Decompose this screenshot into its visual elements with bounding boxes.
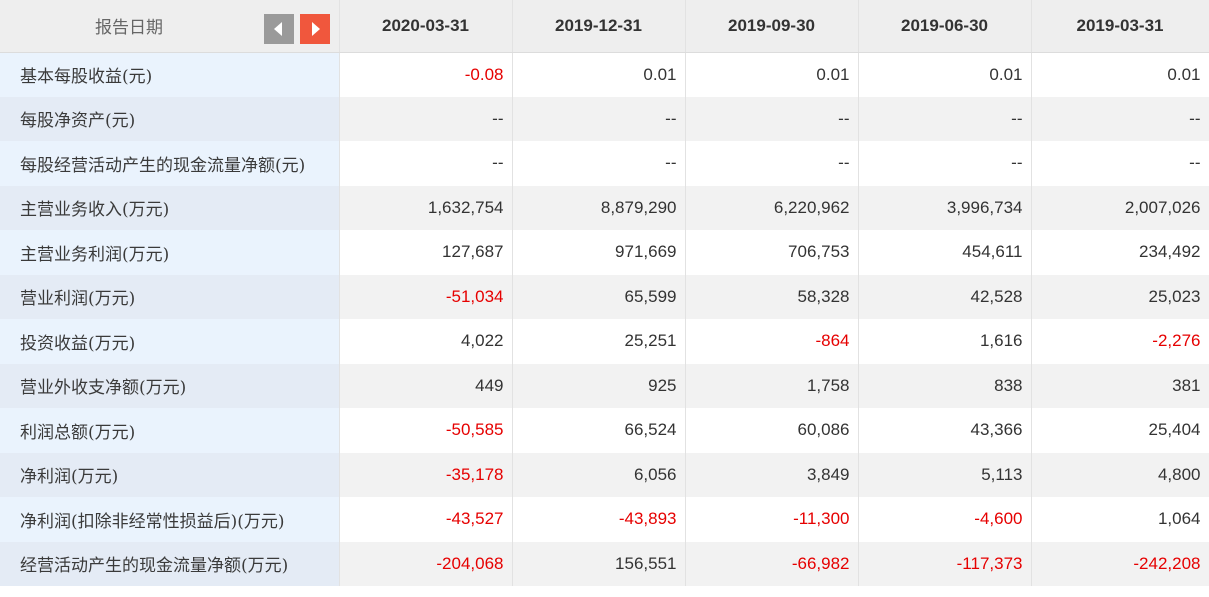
report-date-header: 报告日期 — [0, 0, 340, 53]
row-label: 净利润(扣除非经常性损益后)(万元) — [0, 497, 340, 542]
row-label: 主营业务利润(万元) — [0, 230, 340, 275]
header-row: 报告日期 2020-03-31 2019-12-31 2019-09-30 20… — [0, 0, 1209, 53]
value-cell: 6,056 — [512, 452, 686, 497]
value-cell: 1,064 — [1031, 497, 1209, 542]
value-cell: 838 — [858, 363, 1032, 408]
row-label: 营业外收支净额(万元) — [0, 363, 340, 408]
table-row: 投资收益(万元) 4,022 25,251 -864 1,616 -2,276 — [0, 319, 1209, 364]
value-cell: -35,178 — [339, 452, 513, 497]
date-column-header: 2019-09-30 — [685, 0, 859, 53]
value-cell: 25,404 — [1031, 408, 1209, 453]
value-cell: -43,893 — [512, 497, 686, 542]
value-cell: 454,611 — [858, 230, 1032, 275]
value-cell: -117,373 — [858, 541, 1032, 586]
value-cell: 8,879,290 — [512, 185, 686, 230]
value-cell: -- — [512, 141, 686, 186]
date-column-header: 2019-03-31 — [1031, 0, 1209, 53]
value-cell: 25,251 — [512, 319, 686, 364]
value-cell: 1,632,754 — [339, 185, 513, 230]
table-bottom-edge — [0, 586, 1209, 597]
table-row: 基本每股收益(元) -0.08 0.01 0.01 0.01 0.01 — [0, 52, 1209, 97]
row-label: 利润总额(万元) — [0, 408, 340, 453]
table-row: 每股经营活动产生的现金流量净额(元) -- -- -- -- -- — [0, 141, 1209, 186]
date-column-header: 2019-12-31 — [512, 0, 686, 53]
value-cell: -- — [858, 141, 1032, 186]
table-row: 营业外收支净额(万元) 449 925 1,758 838 381 — [0, 363, 1209, 408]
value-cell: -- — [1031, 141, 1209, 186]
value-cell: 127,687 — [339, 230, 513, 275]
value-cell: 43,366 — [858, 408, 1032, 453]
value-cell: 25,023 — [1031, 274, 1209, 319]
value-cell: 0.01 — [1031, 52, 1209, 97]
value-cell: 3,849 — [685, 452, 859, 497]
value-cell: -- — [1031, 96, 1209, 141]
value-cell: 1,616 — [858, 319, 1032, 364]
value-cell: 925 — [512, 363, 686, 408]
value-cell: -242,208 — [1031, 541, 1209, 586]
table-row: 营业利润(万元) -51,034 65,599 58,328 42,528 25,023 — [0, 274, 1209, 319]
value-cell: 0.01 — [858, 52, 1032, 97]
table-row: 每股净资产(元) -- -- -- -- -- — [0, 96, 1209, 141]
value-cell: -- — [512, 96, 686, 141]
value-cell: -0.08 — [339, 52, 513, 97]
report-date-label: 报告日期 — [95, 18, 163, 38]
table-row: 主营业务利润(万元) 127,687 971,669 706,753 454,611 23… — [0, 230, 1209, 275]
value-cell: 234,492 — [1031, 230, 1209, 275]
value-cell: 4,800 — [1031, 452, 1209, 497]
row-label: 营业利润(万元) — [0, 274, 340, 319]
row-label: 经营活动产生的现金流量净额(万元) — [0, 541, 340, 586]
value-cell: -- — [858, 96, 1032, 141]
value-cell: -204,068 — [339, 541, 513, 586]
value-cell: 2,007,026 — [1031, 185, 1209, 230]
table-row: 净利润(万元) -35,178 6,056 3,849 5,113 4,800 — [0, 452, 1209, 497]
value-cell: -43,527 — [339, 497, 513, 542]
value-cell: 449 — [339, 363, 513, 408]
value-cell: 5,113 — [858, 452, 1032, 497]
value-cell: -- — [685, 96, 859, 141]
value-cell: 706,753 — [685, 230, 859, 275]
row-label: 净利润(万元) — [0, 452, 340, 497]
value-cell: -- — [685, 141, 859, 186]
value-cell: 0.01 — [512, 52, 686, 97]
row-label: 投资收益(万元) — [0, 319, 340, 364]
date-column-header: 2020-03-31 — [339, 0, 513, 53]
value-cell: -2,276 — [1031, 319, 1209, 364]
table-row: 经营活动产生的现金流量净额(万元) -204,068 156,551 -66,982-… — [0, 541, 1209, 586]
value-cell: 65,599 — [512, 274, 686, 319]
value-cell: 60,086 — [685, 408, 859, 453]
value-cell: 6,220,962 — [685, 185, 859, 230]
date-column-header: 2019-06-30 — [858, 0, 1032, 53]
table-row: 净利润(扣除非经常性损益后)(万元) -43,527 -43,893 -11,300-… — [0, 497, 1209, 542]
value-cell: 58,328 — [685, 274, 859, 319]
value-cell: -50,585 — [339, 408, 513, 453]
row-label: 每股净资产(元) — [0, 96, 340, 141]
value-cell: -51,034 — [339, 274, 513, 319]
chevron-right-icon — [312, 22, 320, 36]
value-cell: -864 — [685, 319, 859, 364]
prev-period-button[interactable] — [264, 14, 294, 44]
chevron-left-icon — [274, 22, 282, 36]
value-cell: -11,300 — [685, 497, 859, 542]
value-cell: 0.01 — [685, 52, 859, 97]
value-cell: 1,758 — [685, 363, 859, 408]
value-cell: 156,551 — [512, 541, 686, 586]
value-cell: 971,669 — [512, 230, 686, 275]
value-cell: 42,528 — [858, 274, 1032, 319]
row-label: 基本每股收益(元) — [0, 52, 340, 97]
next-period-button[interactable] — [300, 14, 330, 44]
value-cell: -66,982 — [685, 541, 859, 586]
value-cell: 381 — [1031, 363, 1209, 408]
value-cell: 3,996,734 — [858, 185, 1032, 230]
value-cell: -- — [339, 96, 513, 141]
table-row: 主营业务收入(万元) 1,632,754 8,879,290 6,220,962 3,9… — [0, 185, 1209, 230]
value-cell: 66,524 — [512, 408, 686, 453]
row-label: 每股经营活动产生的现金流量净额(元) — [0, 141, 340, 186]
row-label: 主营业务收入(万元) — [0, 185, 340, 230]
value-cell: 4,022 — [339, 319, 513, 364]
value-cell: -- — [339, 141, 513, 186]
value-cell: -4,600 — [858, 497, 1032, 542]
table-row: 利润总额(万元) -50,585 66,524 60,086 43,366 25,404 — [0, 408, 1209, 453]
